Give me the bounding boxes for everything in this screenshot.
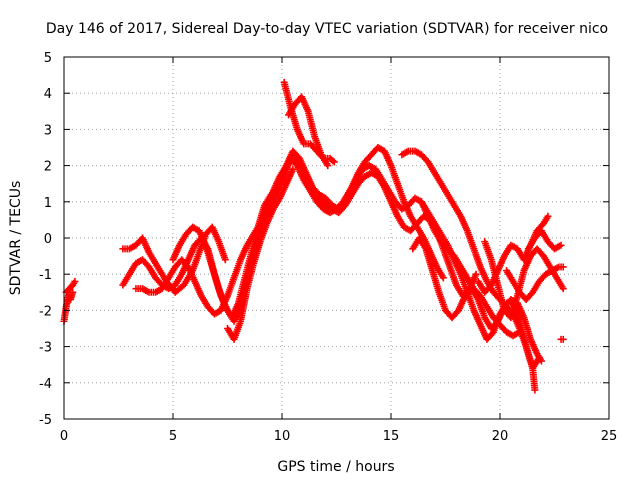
y-tick-label: -3: [39, 341, 52, 356]
x-tick-labels: 0 5 10 15 20 25: [60, 429, 617, 444]
chart-title: Day 146 of 2017, Sidereal Day-to-day VTE…: [46, 21, 608, 37]
y-tick-label: 4: [44, 87, 52, 102]
data-point: [559, 335, 567, 343]
data-point: [544, 212, 552, 220]
y-tick-label: -4: [39, 377, 52, 392]
y-tick-labels: -5 -4 -3 -2 -1 0 1 2 3 4 5: [39, 51, 52, 428]
y-axis-label: SDTVAR / TECUs: [8, 181, 24, 296]
x-tick-label: 25: [601, 429, 618, 444]
x-tick-label: 15: [383, 429, 400, 444]
y-tick-label: -5: [39, 413, 52, 428]
data-point: [71, 277, 79, 285]
data-point: [559, 285, 567, 293]
data-point: [69, 288, 77, 296]
x-tick-label: 10: [274, 429, 291, 444]
data-point: [472, 270, 480, 278]
y-tick-label: 1: [44, 196, 52, 211]
data-point: [516, 328, 524, 336]
data-point: [324, 162, 332, 170]
data-points: [60, 78, 567, 394]
data-point: [531, 386, 539, 394]
y-tick-label: 2: [44, 160, 52, 175]
x-tick-label: 5: [169, 429, 177, 444]
data-point: [329, 157, 337, 165]
data-point: [221, 256, 229, 264]
x-tick-label: 0: [60, 429, 68, 444]
y-tick-label: 0: [44, 232, 52, 247]
y-tick-label: 3: [44, 123, 52, 138]
data-point: [557, 241, 565, 249]
data-point: [289, 165, 297, 173]
y-tick-label: -2: [39, 304, 52, 319]
data-point: [559, 263, 567, 271]
y-tick-label: -1: [39, 268, 52, 283]
axis-ticks: [63, 56, 610, 420]
y-tick-label: 5: [44, 51, 52, 66]
data-point: [330, 158, 338, 166]
x-axis-label: GPS time / hours: [277, 459, 394, 475]
x-tick-label: 20: [492, 429, 509, 444]
data-point: [439, 274, 447, 282]
grid: [64, 57, 609, 419]
data-point: [537, 357, 545, 365]
